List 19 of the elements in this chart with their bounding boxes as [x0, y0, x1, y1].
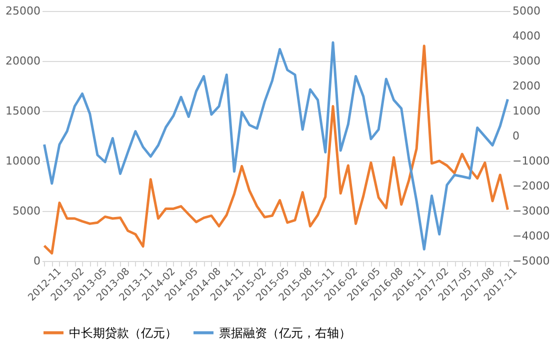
legend-label: 中长期贷款（亿元） — [69, 326, 177, 340]
y-tick-label: 25000 — [6, 4, 40, 18]
y2-tick-label: 0 — [512, 130, 520, 142]
y2-tick-label: −2000 — [512, 180, 550, 192]
legend-label: 票据融资（亿元，右轴） — [219, 326, 351, 340]
y-tick-label: 15000 — [6, 104, 40, 118]
y-tick-label: 0 — [34, 254, 40, 268]
y2-tick-label: 2000 — [512, 80, 540, 92]
y2-tick-label: −3000 — [512, 204, 550, 218]
y2-tick-label: 3000 — [512, 54, 540, 68]
y-tick-label: 10000 — [6, 154, 40, 168]
y-tick-label: 20000 — [6, 54, 40, 68]
y2-tick-label: −1000 — [512, 154, 550, 168]
y2-tick-label: 1000 — [512, 104, 540, 118]
y-tick-label: 5000 — [12, 204, 40, 218]
y2-tick-label: −4000 — [512, 230, 550, 242]
y2-tick-label: 5000 — [512, 4, 540, 18]
y2-tick-label: −5000 — [512, 254, 550, 268]
y2-tick-label: 4000 — [512, 30, 540, 42]
